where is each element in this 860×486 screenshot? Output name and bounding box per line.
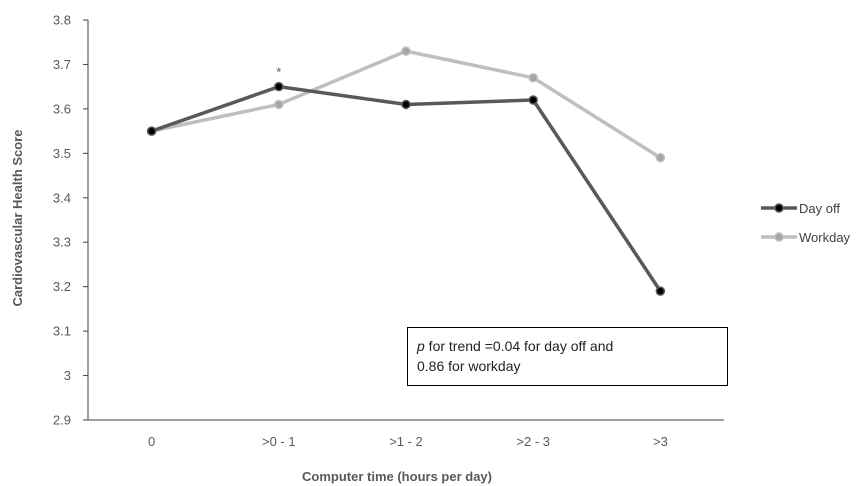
legend-marker-day-off [774,203,784,213]
data-point-workday [401,46,411,56]
x-axis-ticks: 0 >0 - 1 >1 - 2 >2 - 3 >3 [148,434,668,449]
series-layer [146,46,666,296]
y-tick-label: 3 [64,368,71,383]
y-tick-label: 3.6 [53,101,71,116]
y-tick-label: 3.8 [53,13,71,28]
data-point-day-off [655,286,666,296]
y-tick-label: 3.4 [53,190,71,205]
legend-label-workday: Workday [799,230,851,245]
series-line-day-off [151,84,662,293]
data-point-day-off [146,126,157,136]
data-point-day-off [401,99,411,110]
legend-label-day-off: Day off [799,201,840,216]
p-symbol: p [417,338,425,354]
y-tick-label: 3.5 [53,146,71,161]
y-axis-title: Cardiovascular Health Score [10,129,25,306]
trend-note-box: p for trend =0.04 for day off and 0.86 f… [407,327,728,386]
y-tick-label: 3.7 [53,57,71,72]
trend-note-line-1: p for trend =0.04 for day off and [417,336,717,356]
data-point-workday [655,153,666,163]
data-point-workday [274,99,284,110]
legend: Day off Workday [761,201,851,245]
x-axis-title: Computer time (hours per day) [302,469,492,484]
x-tick-label: >2 - 3 [516,434,550,449]
data-point-day-off [528,95,538,105]
y-tick-label: 3.3 [53,235,71,250]
data-point-day-off [274,81,284,92]
significance-asterisk: * [276,65,281,80]
y-axis-ticks: 2.9 3 3.1 3.2 3.3 3.4 3.5 3.6 3.7 3.8 [53,13,88,428]
x-tick-label: >3 [653,434,668,449]
data-point-workday [528,73,538,83]
y-tick-label: 2.9 [53,413,71,428]
trend-note-text-1: for trend =0.04 for day off and [424,338,614,354]
x-tick-label: 0 [148,434,155,449]
annotation-layer: * [276,65,281,80]
x-tick-label: >0 - 1 [262,434,296,449]
trend-note-line-2: 0.86 for workday [417,358,521,374]
legend-marker-workday [774,232,784,242]
y-tick-label: 3.1 [53,324,71,339]
x-tick-label: >1 - 2 [389,434,423,449]
y-tick-label: 3.2 [53,279,71,294]
